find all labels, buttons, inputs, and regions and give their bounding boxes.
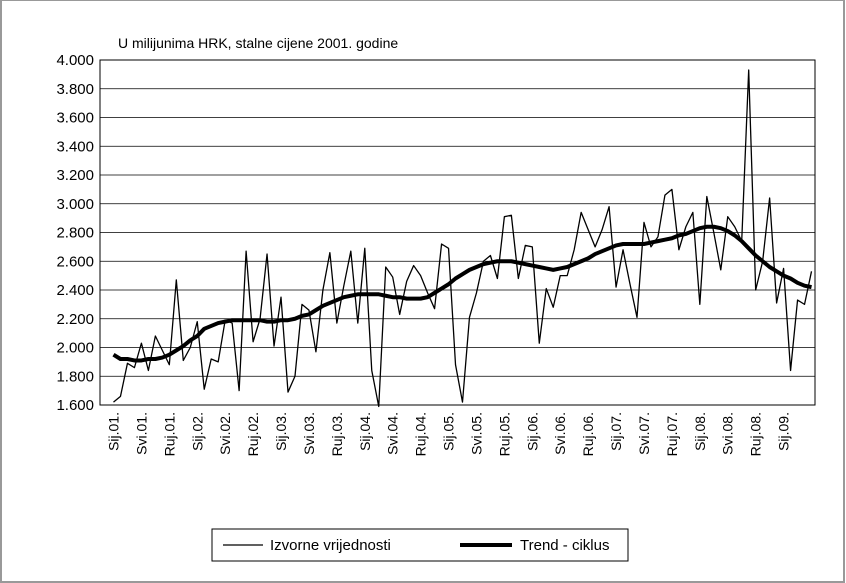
x-tick-label: Ruj.02. — [245, 412, 261, 456]
x-tick-label: Svi.04. — [385, 412, 401, 455]
y-tick-label: 1.600 — [56, 397, 94, 414]
legend-box — [211, 528, 629, 562]
y-tick-label: 2.800 — [56, 225, 94, 242]
y-tick-label: 3.200 — [56, 167, 94, 184]
y-tick-label: 3.600 — [56, 110, 94, 127]
series-line — [112, 224, 812, 363]
y-tick-label: 2.400 — [56, 282, 94, 299]
x-tick-label: Svi.05. — [468, 412, 484, 455]
x-tick-label: Sij.02. — [189, 412, 205, 451]
x-tick-label: Sij.07. — [608, 412, 624, 451]
x-tick-label: Ruj.08. — [748, 412, 764, 456]
x-tick-label: Ruj.06. — [580, 412, 596, 456]
legend-label: Izvorne vrijednosti — [270, 537, 391, 554]
x-tick-label: Ruj.05. — [496, 412, 512, 456]
x-tick-label: Sij.04. — [357, 412, 373, 451]
y-tick-label: 1.800 — [56, 368, 94, 385]
x-tick-label: Svi.08. — [720, 412, 736, 455]
x-tick-label: Svi.03. — [301, 412, 317, 455]
x-tick-label: Sij.03. — [273, 412, 289, 451]
x-tick-label: Svi.02. — [217, 412, 233, 455]
x-tick-label: Ruj.04. — [413, 412, 429, 456]
x-tick-label: Sij.06. — [524, 412, 540, 451]
x-tick-label: Sij.01. — [105, 412, 121, 451]
y-tick-label: 3.800 — [56, 81, 94, 98]
y-tick-label: 2.000 — [56, 340, 94, 357]
x-tick-label: Sij.05. — [441, 412, 457, 451]
y-tick-label: 3.000 — [56, 196, 94, 213]
x-tick-label: Svi.06. — [552, 412, 568, 455]
x-tick-label: Svi.01. — [133, 412, 149, 455]
x-tick-label: Sij.08. — [692, 412, 708, 451]
x-tick-label: Ruj.03. — [329, 412, 345, 456]
x-tick-label: Ruj.07. — [664, 412, 680, 456]
x-tick-label: Svi.07. — [636, 412, 652, 455]
legend-label: Trend - ciklus — [520, 537, 609, 554]
x-tick-label: Sij.09. — [776, 412, 792, 451]
x-tick-label: Ruj.01. — [161, 412, 177, 456]
chart-subtitle: U milijunima HRK, stalne cijene 2001. go… — [118, 35, 398, 51]
y-tick-label: 2.600 — [56, 253, 94, 270]
y-tick-label: 2.200 — [56, 311, 94, 328]
y-tick-label: 3.400 — [56, 138, 94, 155]
y-tick-label: 4.000 — [56, 52, 94, 69]
